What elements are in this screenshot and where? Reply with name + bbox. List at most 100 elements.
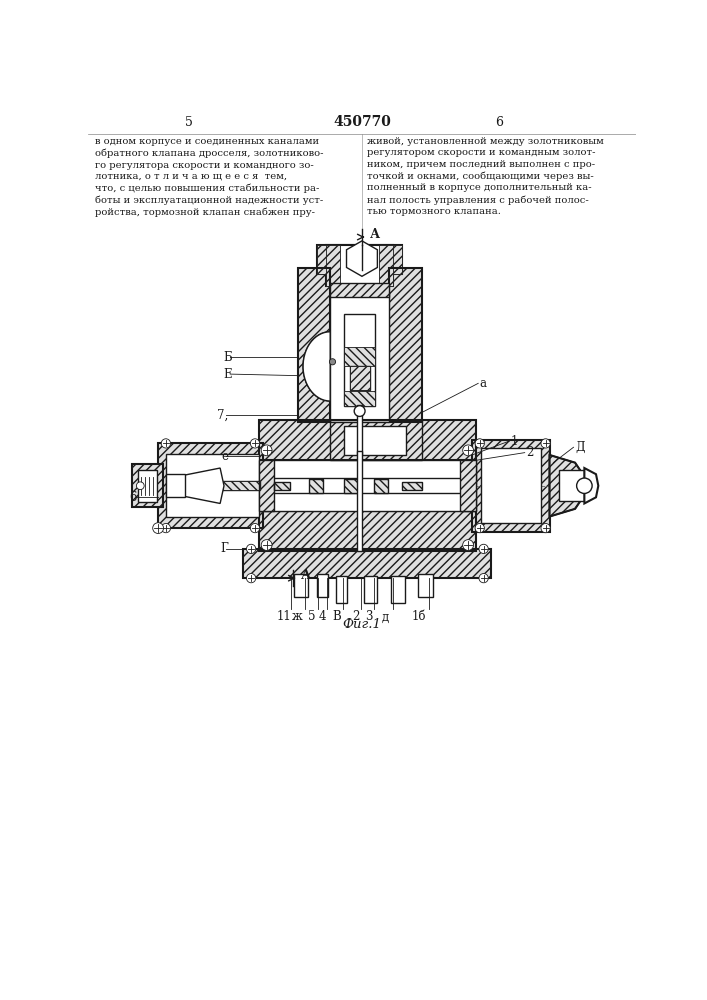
Text: 1: 1 [510,435,518,448]
Bar [132,464,163,507]
Bar [344,426,406,455]
Circle shape [541,439,550,448]
Circle shape [462,540,474,550]
Bar [373,479,387,493]
Bar [166,474,185,497]
Bar [337,576,347,603]
Polygon shape [346,241,378,276]
Bar [373,479,387,493]
Circle shape [541,523,550,533]
Bar [298,268,330,422]
Bar [158,443,263,528]
Bar [330,420,421,460]
Bar [259,511,476,551]
Circle shape [161,439,170,448]
Bar [344,479,358,493]
Bar [349,366,370,389]
Bar [389,268,421,422]
Text: 2: 2 [526,446,534,459]
Bar [259,420,476,460]
Text: живой, установленной между золотниковым
регулятором скорости и командным золот-
: живой, установленной между золотниковым … [368,137,604,216]
Bar [132,464,163,507]
Text: 450770: 450770 [333,115,391,129]
Bar [220,481,260,490]
Text: 5: 5 [308,610,315,623]
Circle shape [475,523,484,533]
Bar [418,574,433,597]
Text: 5: 5 [185,116,193,129]
Text: 11: 11 [277,610,292,623]
Polygon shape [303,332,330,401]
Text: ж: ж [292,610,303,623]
Text: 1б: 1б [412,610,426,623]
Bar [357,451,362,551]
Text: Д: Д [575,441,585,454]
Bar [317,245,402,274]
Text: 6: 6 [495,116,503,129]
Polygon shape [549,455,590,517]
Circle shape [475,439,484,448]
Bar [330,420,421,460]
Bar [259,460,476,511]
Text: 6: 6 [129,491,136,504]
Circle shape [329,359,336,365]
Bar [243,549,491,578]
Bar [344,314,375,406]
Bar [344,479,358,493]
Bar [309,479,323,493]
Bar [330,292,389,422]
Text: е: е [221,450,228,463]
Bar [357,405,362,455]
Bar [344,391,375,406]
Bar [317,574,328,597]
Bar [402,482,421,490]
Text: Е: Е [223,368,232,381]
Circle shape [136,482,144,490]
Bar [259,460,274,511]
Bar [391,576,404,603]
Bar [402,482,421,490]
Circle shape [247,544,256,554]
Bar [327,245,340,286]
Bar [327,245,393,286]
Circle shape [577,478,592,493]
Bar [344,347,375,366]
Bar [263,478,472,493]
Polygon shape [303,332,330,401]
Text: 7,: 7, [216,408,228,421]
Circle shape [250,439,259,448]
Text: 4: 4 [319,610,326,623]
Bar [363,576,378,603]
Circle shape [250,523,259,533]
Circle shape [479,574,489,583]
Circle shape [261,540,272,550]
Bar [259,511,476,551]
Circle shape [161,523,170,533]
Text: А: А [300,569,311,582]
Bar [330,283,389,297]
Bar [298,329,330,391]
Bar [166,454,259,517]
Text: 2: 2 [352,610,359,623]
Bar [481,448,541,523]
Bar [330,283,389,297]
Bar [472,440,549,532]
Text: Г: Г [220,542,228,555]
Bar [274,482,290,490]
Bar [389,268,421,422]
Circle shape [479,544,489,554]
Circle shape [354,406,365,416]
Bar [158,443,263,528]
Text: В: В [332,610,341,623]
Bar [259,420,476,460]
Circle shape [247,574,256,583]
Polygon shape [585,468,598,503]
Bar [559,470,583,501]
Text: 3: 3 [366,610,373,623]
Circle shape [462,445,474,456]
Bar [460,460,476,511]
Circle shape [261,445,272,456]
Text: Фиг.1: Фиг.1 [342,618,381,631]
Bar [243,549,491,578]
Bar [274,482,290,490]
